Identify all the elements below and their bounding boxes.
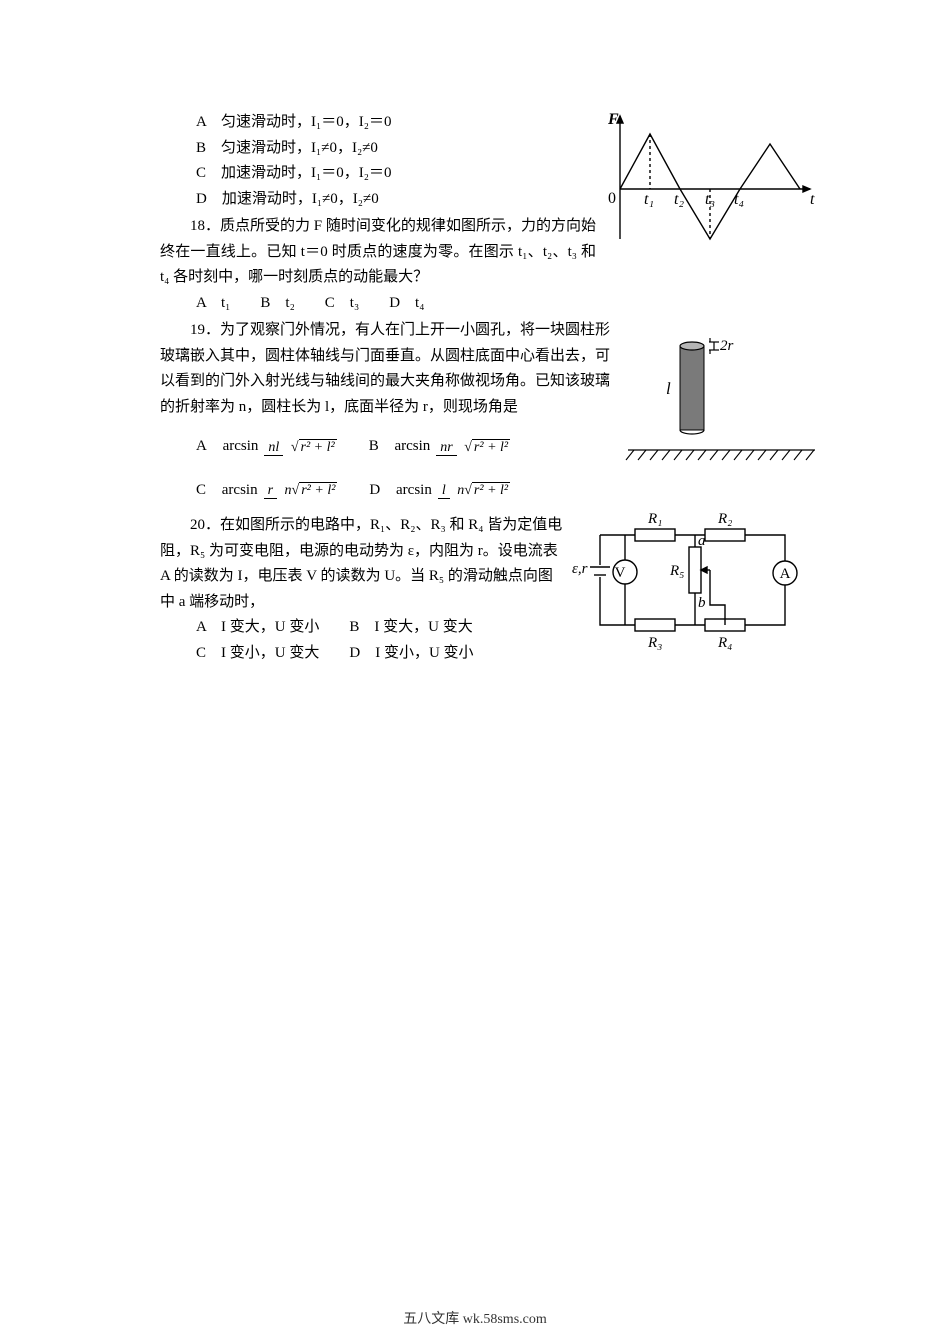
label-a: a (698, 533, 706, 549)
q18-figure: F t 0 t₁ t₂ t₃ t₄ (600, 104, 820, 264)
label-r3: R₃ (647, 635, 662, 651)
tick-t4: t₄ (734, 191, 744, 208)
label-r1: R₁ (647, 511, 662, 527)
q20-figure: ε,r R₁ R₂ R₃ R₄ R₅ a b V A (570, 505, 820, 665)
q20-choices-row1: A I 变大，U 变小 B I 变大，U 变大 (160, 615, 566, 641)
axis-f-label: F (607, 111, 619, 128)
q19-formula-row1: A arcsin nl r² + l² B arcsin nr r² + l² (160, 434, 614, 460)
tick-t3: t₃ (705, 191, 715, 208)
q20-text: 20．在如图所示的电路中，R₁、R₂、R₃ 和 R₄ 皆为定值电阻，R₅ 为可变… (160, 513, 566, 615)
label-emf: ε,r (572, 561, 588, 577)
q20-choices-row2: C I 变小，U 变大 D I 变小，U 变小 (160, 641, 566, 667)
q17-choice-b: B 匀速滑动时，I₁≠0，I₂≠0 (196, 140, 378, 156)
label-l: l (666, 379, 671, 398)
label-2r: 2r (720, 338, 734, 354)
origin-label: 0 (608, 190, 616, 207)
q18-text: 18．质点所受的力 F 随时间变化的规律如图所示，力的方向始终在一直线上。已知 … (160, 214, 596, 291)
page-footer: 五八文库 wk.58sms.com (0, 1308, 950, 1332)
label-ammeter: A (780, 566, 791, 582)
label-b: b (698, 595, 706, 611)
label-r4: R₄ (717, 635, 732, 651)
q17-choice-a: A 匀速滑动时，I₁＝0，I₂＝0 (196, 114, 391, 130)
axis-t-label: t (810, 191, 815, 208)
q19-formula-row2: C arcsin r nr² + l² D arcsin l nr² + l² (160, 478, 614, 504)
label-r2: R₂ (717, 511, 732, 527)
label-voltmeter: V (615, 565, 626, 581)
q17-choice-c: C 加速滑动时，I₁＝0，I₂＝0 (196, 165, 391, 181)
q18-choices: A t₁ B t₂ C t₃ D t₄ (160, 291, 596, 317)
q17-choice-d: D 加速滑动时，I₁≠0，I₂≠0 (196, 191, 379, 207)
q19-text: 19．为了观察门外情况，有人在门上开一小圆孔，将一块圆柱形玻璃嵌入其中，圆柱体轴… (160, 318, 614, 420)
label-r5: R₅ (669, 563, 684, 579)
tick-t1: t₁ (644, 191, 654, 208)
tick-t2: t₂ (674, 191, 684, 208)
q19-figure: 2r l (620, 328, 820, 488)
